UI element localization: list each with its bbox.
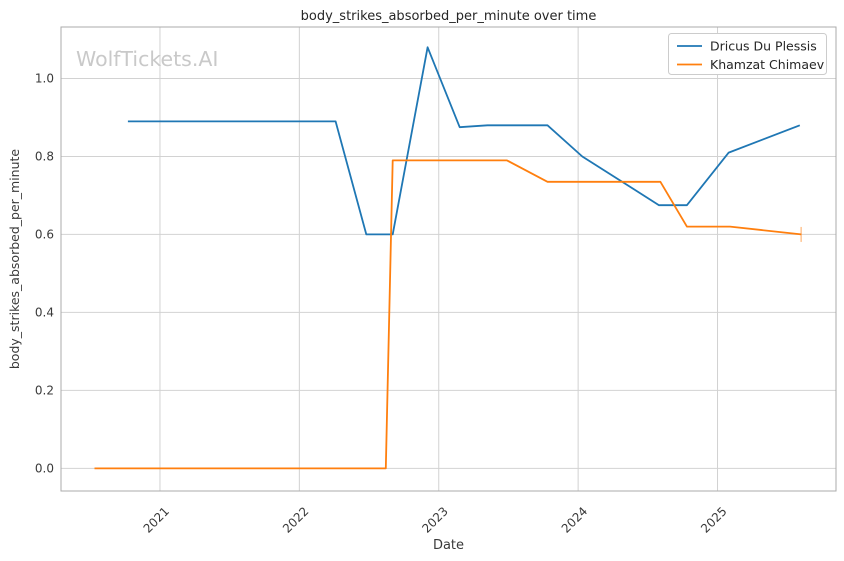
- series-line-dricus-du-plessis: [127, 46, 801, 236]
- series-lines: [94, 46, 802, 470]
- y-axis-label: body_strikes_absorbed_per_minute: [7, 149, 22, 370]
- legend: Dricus Du Plessis Khamzat Chimaev: [668, 33, 827, 75]
- plot-area: [61, 27, 836, 491]
- legend-label-dricus: Dricus Du Plessis: [710, 39, 817, 54]
- x-axis-label: Date: [433, 538, 464, 553]
- chart-title: body_strikes_absorbed_per_minute over ti…: [301, 9, 597, 24]
- y-tick-label: 0.8: [35, 149, 54, 163]
- x-tick-label: 2024: [559, 504, 590, 535]
- watermark: WolfTickets.AI: [76, 47, 218, 71]
- y-tick-label: 1.0: [35, 71, 54, 85]
- y-tick-label: 0.4: [35, 305, 54, 319]
- legend-label-khamzat: Khamzat Chimaev: [710, 57, 825, 72]
- x-tick-label: 2023: [419, 504, 450, 535]
- x-tick-label: 2022: [280, 504, 311, 535]
- y-tick-labels: 0.0 0.2 0.4 0.6 0.8 1.0: [35, 71, 54, 475]
- series-line-khamzat-chimaev: [94, 159, 802, 470]
- legend-box: [668, 33, 827, 75]
- y-tick-label: 0.2: [35, 383, 54, 397]
- plot-border: [60, 26, 837, 492]
- y-tick-label: 0.0: [35, 461, 54, 475]
- y-tick-label: 0.6: [35, 227, 54, 241]
- x-tick-label: 2021: [141, 504, 172, 535]
- x-tick-label: 2025: [698, 504, 729, 535]
- x-tick-labels: 2021 2022 2023 2024 2025: [141, 504, 730, 535]
